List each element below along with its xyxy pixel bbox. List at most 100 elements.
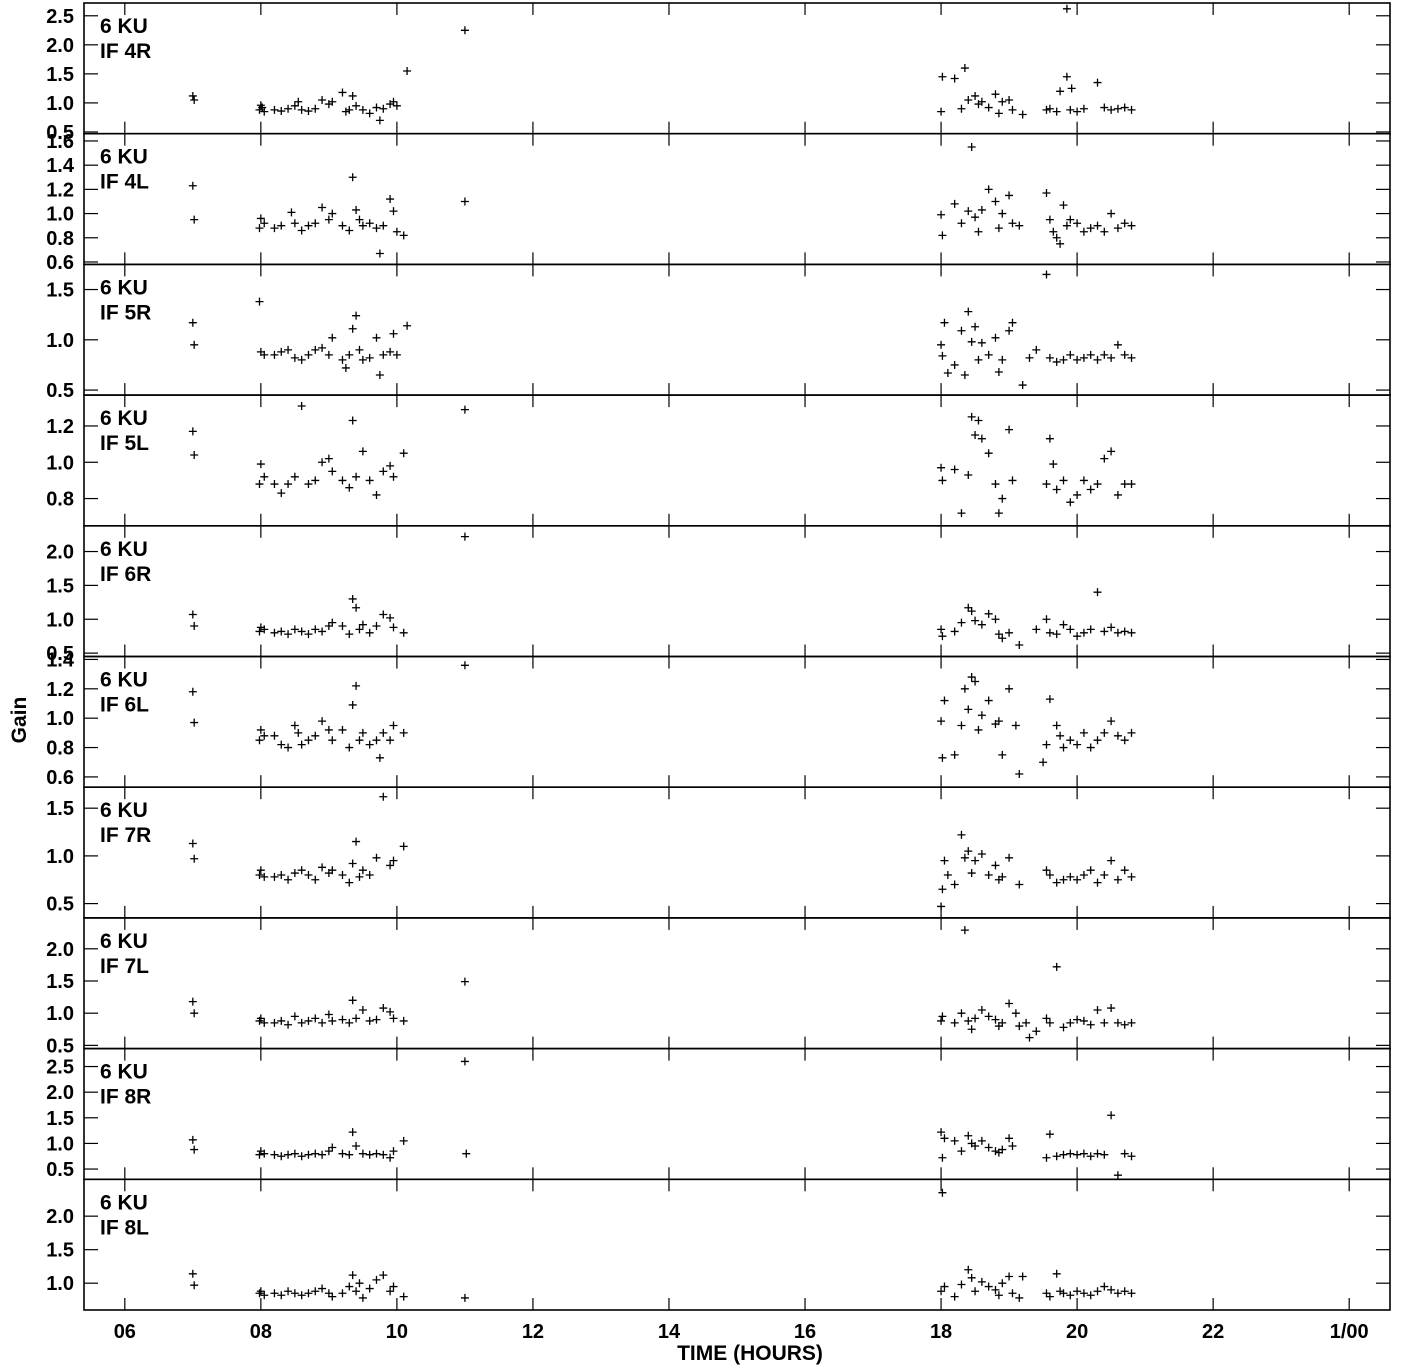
data-point [1056,239,1065,248]
data-point [957,1147,966,1156]
data-point [1093,1005,1102,1014]
data-point [1107,1111,1116,1120]
data-point [1093,1149,1102,1158]
x-tick-label: 16 [794,1321,816,1343]
data-point [375,753,384,762]
data-point [1100,454,1109,463]
data-point [1086,743,1095,752]
data-point [984,350,993,359]
data-point [389,97,398,106]
data-point [1049,227,1058,236]
panel-frame [83,1047,1391,1181]
data-point [190,622,199,631]
data-point [994,630,1003,639]
data-point [971,91,980,100]
data-point [277,1291,286,1300]
data-point [375,249,384,258]
data-point [188,687,197,696]
data-point [1073,219,1082,228]
y-tick-label: 0.5 [46,894,74,916]
data-point [1008,219,1017,228]
data-point [984,696,993,705]
data-point [974,416,983,425]
data-point [967,673,976,682]
data-point [304,870,313,879]
data-point [1079,628,1088,637]
data-point [1059,201,1068,210]
data-point [352,101,361,110]
data-point [318,96,327,105]
panel-label-line1: 6 KU [100,15,148,38]
data-point [304,1150,313,1159]
data-point [290,219,299,228]
x-axis-title: TIME (HOURS) [677,1342,823,1365]
data-point [957,219,966,228]
data-point [998,1279,1007,1288]
data-point [1100,1282,1109,1291]
data-point [372,736,381,745]
data-point [977,1277,986,1286]
data-point [365,219,374,228]
data-point [190,340,199,349]
data-point [345,1150,354,1159]
x-tick-label: 08 [250,1321,272,1343]
data-point [355,345,364,354]
data-point [974,725,983,734]
data-point [1100,1150,1109,1159]
data-point [1066,872,1075,881]
data-point [1005,628,1014,637]
data-point [1073,1015,1082,1024]
y-tick-label: 1.0 [46,93,74,115]
data-point [1086,1291,1095,1300]
y-tick-label: 1.2 [46,179,74,201]
data-point [1052,357,1061,366]
y-tick-label: 0.5 [46,380,74,402]
data-point [1100,627,1109,636]
x-tick-label: 22 [1202,1321,1224,1343]
panel-label-line2: IF 4L [100,171,149,194]
data-point [957,1280,966,1289]
data-point [977,338,986,347]
data-point [284,480,293,489]
data-point [338,476,347,485]
data-point [348,700,357,709]
data-point [375,116,384,125]
data-point [1042,480,1051,489]
data-point [1086,224,1095,233]
data-point [304,1016,313,1025]
data-point [1052,233,1061,242]
data-point [1005,191,1014,200]
data-point [1045,628,1054,637]
data-point [379,467,388,476]
data-point [365,476,374,485]
data-point [977,620,986,629]
data-point [290,101,299,110]
data-point [358,1293,367,1302]
data-point [372,224,381,233]
data-point [960,853,969,862]
data-point [355,625,364,634]
data-point [967,1025,976,1034]
panel-frame [83,524,1391,658]
data-point [1045,1018,1054,1027]
panel-frame [83,263,1391,396]
data-point [1059,1289,1068,1298]
data-point [399,231,408,240]
data-point [1059,875,1068,884]
data-point [386,736,395,745]
data-point [1059,476,1068,485]
data-point [971,677,980,686]
data-point [1086,350,1095,359]
data-point [967,337,976,346]
data-point [998,355,1007,364]
data-point [355,1279,364,1288]
data-point [403,321,412,330]
data-point [1045,215,1054,224]
data-point [1049,460,1058,469]
data-point [345,878,354,887]
data-point [938,632,947,641]
data-point [964,470,973,479]
y-tick-label: 1.0 [46,330,74,352]
